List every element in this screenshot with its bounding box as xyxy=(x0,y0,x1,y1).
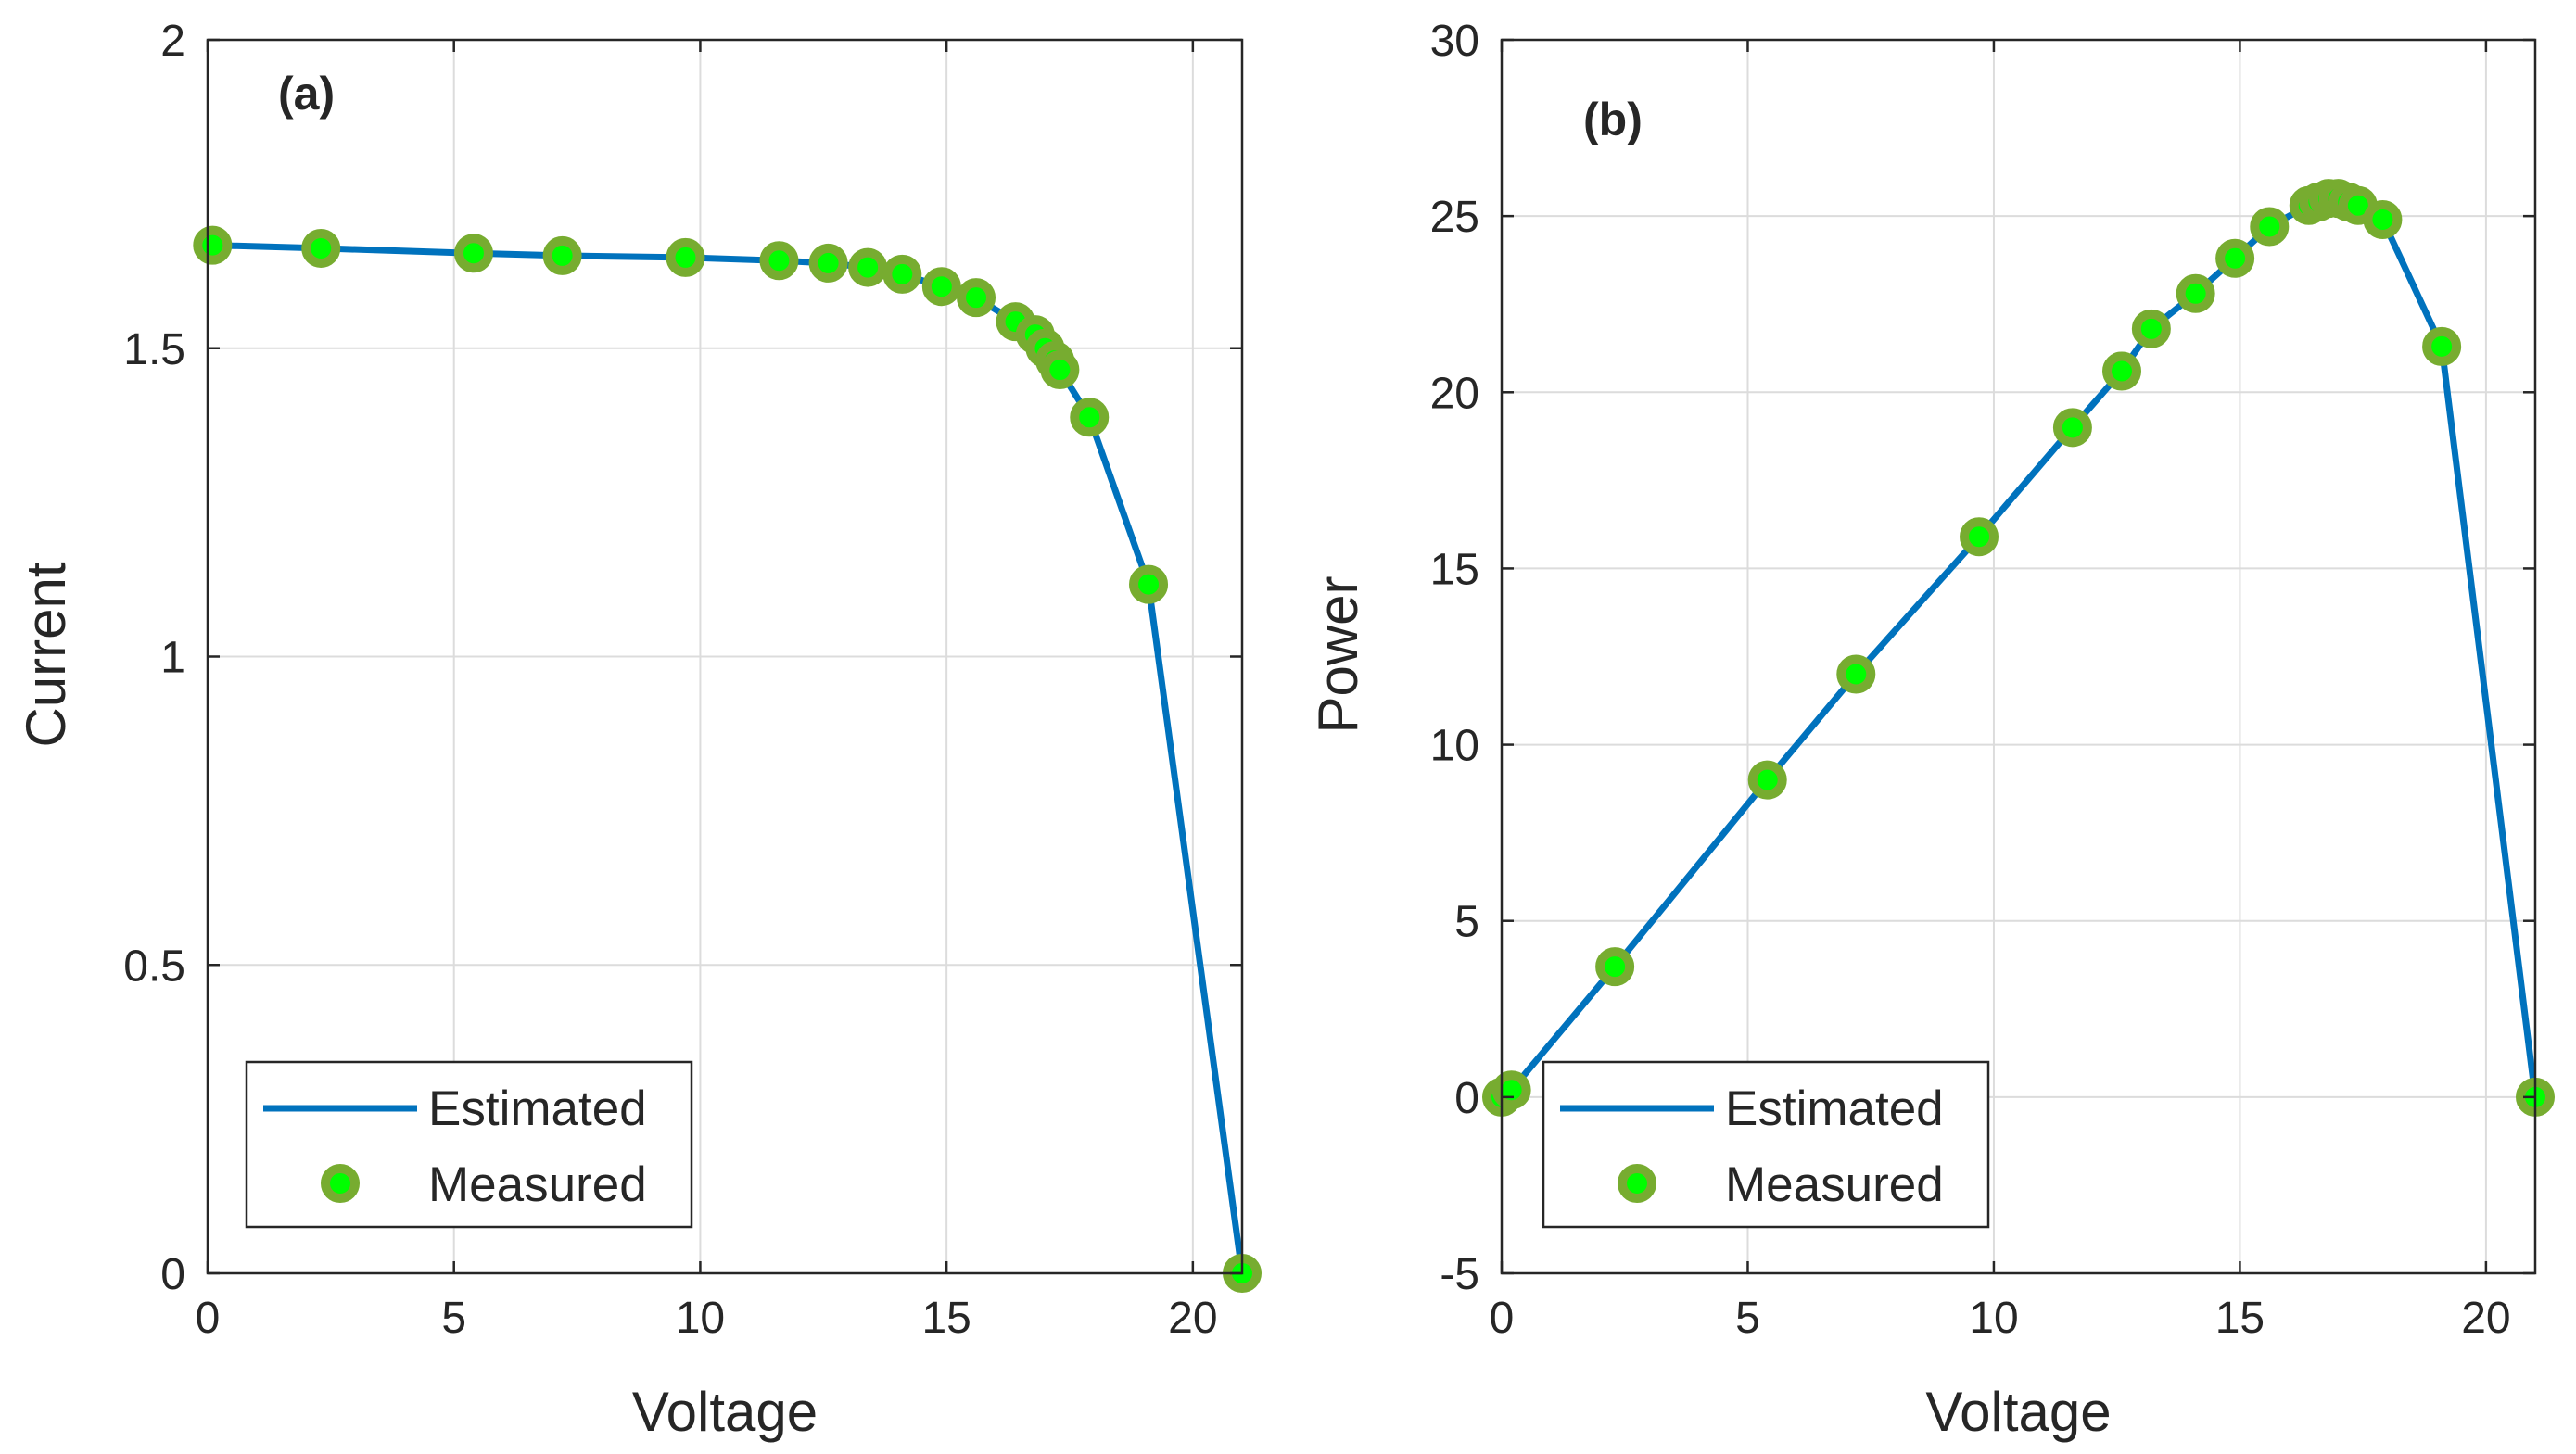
legend-box xyxy=(245,1060,693,1229)
x-tick-label: 15 xyxy=(921,1294,971,1343)
y-tick-label: 0.5 xyxy=(123,942,185,991)
y-tick-label: 0 xyxy=(1454,1074,1479,1123)
y-tick-label: 10 xyxy=(1430,722,1479,771)
axes-box xyxy=(1500,38,2537,1275)
data-point-measured xyxy=(2215,238,2255,278)
data-point-measured xyxy=(957,278,996,318)
data-point-measured xyxy=(759,241,799,281)
data-point-measured xyxy=(542,235,582,275)
data-point-measured xyxy=(848,247,888,287)
legend-label-measured: Measured xyxy=(428,1157,647,1212)
y-tick-label: 2 xyxy=(160,17,185,66)
legend: Estimated Measured xyxy=(1542,1060,1990,1229)
data-point-measured xyxy=(1836,654,1876,694)
x-tick-label: 0 xyxy=(1490,1294,1515,1343)
data-point-measured xyxy=(2102,351,2141,391)
x-tick-label: 10 xyxy=(676,1294,725,1343)
data-point-measured xyxy=(882,254,922,294)
data-point-measured xyxy=(1595,947,1635,987)
data-point-measured xyxy=(2052,408,2092,448)
legend-label-measured: Measured xyxy=(1725,1157,1944,1212)
data-point-measured xyxy=(1070,398,1110,437)
y-tick-label: 30 xyxy=(1430,17,1479,66)
data-point-measured xyxy=(2422,326,2462,366)
y-tick-label: -5 xyxy=(1440,1250,1479,1299)
legend-marker-swatch xyxy=(1618,1164,1656,1203)
legend-box xyxy=(1542,1060,1990,1229)
y-tick-label: 15 xyxy=(1430,545,1479,594)
x-tick-label: 10 xyxy=(1969,1294,2018,1343)
data-point-measured xyxy=(2250,207,2290,247)
data-point-measured xyxy=(666,237,705,277)
legend-label-estimated: Estimated xyxy=(1725,1081,1944,1136)
legend-marker-swatch xyxy=(321,1164,360,1203)
y-tick-label: 1 xyxy=(160,634,185,683)
y-axis-label: Current xyxy=(15,562,77,747)
chart-panel-a: 0 5 10 15 20 0 0.5 1 1.5 2 Voltage Current (a) Estima… xyxy=(15,17,1262,1443)
legend-label-estimated: Estimated xyxy=(428,1081,647,1136)
x-tick-label: 5 xyxy=(1735,1294,1760,1343)
x-axis-label: Voltage xyxy=(1925,1381,2111,1443)
y-tick-label: 1.5 xyxy=(123,325,185,374)
y-tick-label: 5 xyxy=(1454,898,1479,947)
data-point-measured xyxy=(453,234,493,273)
data-point-measured xyxy=(301,228,341,268)
data-point-measured xyxy=(1960,517,1999,557)
data-point-measured xyxy=(2176,273,2215,313)
data-point-measured xyxy=(808,243,848,283)
data-point-measured xyxy=(1040,350,1080,390)
y-tick-label: 20 xyxy=(1430,369,1479,418)
x-tick-label: 20 xyxy=(2461,1294,2510,1343)
x-tick-label: 0 xyxy=(196,1294,221,1343)
data-point-measured xyxy=(1747,760,1787,800)
data-point-measured xyxy=(2363,199,2403,239)
y-axis-label: Power xyxy=(1307,575,1369,733)
y-tick-label: 0 xyxy=(160,1250,185,1299)
x-tick-label: 20 xyxy=(1168,1294,1217,1343)
y-tick-label: 25 xyxy=(1430,193,1479,242)
legend: Estimated Measured xyxy=(245,1060,693,1229)
data-point-measured xyxy=(1129,564,1169,604)
x-tick-label: 5 xyxy=(441,1294,466,1343)
x-tick-label: 15 xyxy=(2215,1294,2265,1343)
data-point-measured xyxy=(2131,309,2171,348)
x-axis-label: Voltage xyxy=(632,1381,818,1443)
panel-label: (b) xyxy=(1583,94,1643,145)
data-point-measured xyxy=(193,225,233,265)
panel-label: (a) xyxy=(278,68,335,120)
data-point-measured xyxy=(921,267,961,307)
chart-panel-b: 0 5 10 15 20-5051015202530VoltagePower(b)Est… xyxy=(1307,17,2555,1443)
